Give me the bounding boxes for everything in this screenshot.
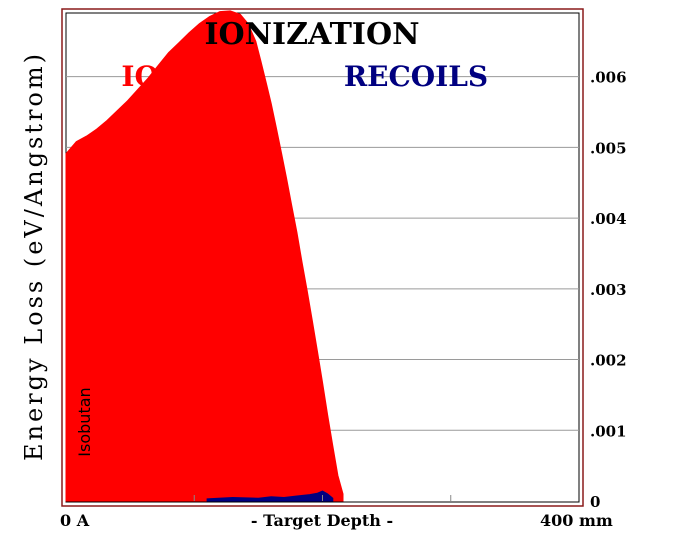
- y-tick-label: .002: [590, 352, 627, 370]
- legend-ions: IONS: [121, 60, 204, 93]
- target-label: Isobutan: [75, 387, 94, 456]
- x-start-label: 0 A: [60, 511, 90, 530]
- series-layer: [65, 10, 344, 502]
- series-area-ions: [65, 10, 344, 502]
- y-axis-label: Energy Loss (eV/Angstrom): [20, 51, 48, 461]
- y-tick-label: .003: [590, 281, 627, 299]
- y-tick-label: .005: [590, 139, 627, 157]
- y-tick-label: .001: [590, 422, 627, 440]
- legend-recoils: RECOILS: [344, 60, 488, 93]
- x-axis-label: - Target Depth -: [251, 511, 393, 530]
- x-tick-marks: [193, 495, 452, 501]
- y-tick-label: 0: [590, 493, 600, 511]
- y-tick-label: .006: [590, 69, 627, 87]
- series-area-recoils: [206, 490, 334, 502]
- x-end-label: 400 mm: [540, 511, 613, 530]
- chart-title: IONIZATION: [204, 17, 419, 52]
- y-tick-label: .004: [590, 210, 627, 228]
- plot-frame-outer: [61, 8, 584, 507]
- y-tick-labels: 0 .001 .002 .003 .004 .005 .006: [590, 69, 627, 511]
